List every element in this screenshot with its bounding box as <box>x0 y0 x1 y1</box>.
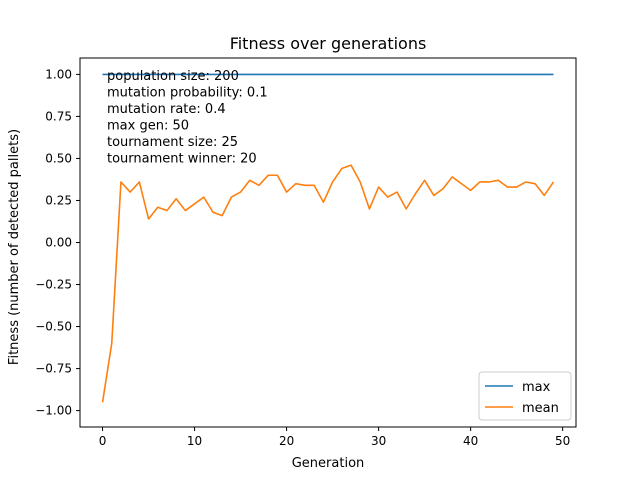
y-axis-label: Fitness (number of detected pallets) <box>7 129 22 365</box>
parameter-annotation: population size: 200 mutation probability… <box>107 69 268 167</box>
x-tick-label: 10 <box>187 434 202 448</box>
y-tick-label: 0.75 <box>45 109 72 123</box>
legend-label-mean: mean <box>522 401 559 416</box>
chart-title: Fitness over generations <box>230 34 427 53</box>
annotation-line: max gen: 50 <box>107 119 189 134</box>
legend: max mean <box>478 371 572 421</box>
axes-frame <box>79 57 577 428</box>
x-axis-ticks: 0 10 20 30 40 50 <box>99 427 570 448</box>
annotation-line: mutation rate: 0.4 <box>107 102 226 117</box>
x-tick-label: 20 <box>279 434 294 448</box>
series-line-mean <box>101 164 555 403</box>
annotation-line: tournament size: 25 <box>107 135 238 150</box>
y-axis-ticks: −1.00 −0.75 −0.50 −0.25 0.00 0.25 0.50 0.75 1.00 <box>35 67 80 418</box>
x-axis-label: Generation <box>292 456 365 471</box>
x-tick-label: 30 <box>371 434 386 448</box>
annotation-line: tournament winner: 20 <box>107 152 257 167</box>
y-tick-label: −0.75 <box>35 362 72 376</box>
y-tick-label: 0.00 <box>45 236 72 250</box>
y-tick-label: 0.50 <box>45 151 72 165</box>
annotation-line: population size: 200 <box>107 69 239 84</box>
legend-label-max: max <box>522 380 551 395</box>
legend-box <box>478 371 572 421</box>
plot-area <box>101 73 555 403</box>
y-tick-label: −0.25 <box>35 278 72 292</box>
x-tick-label: 40 <box>463 434 478 448</box>
y-tick-label: 0.25 <box>45 193 72 207</box>
x-tick-label: 0 <box>99 434 107 448</box>
y-tick-label: −1.00 <box>35 404 72 418</box>
y-tick-label: 1.00 <box>45 67 72 81</box>
annotation-line: mutation probability: 0.1 <box>107 86 268 101</box>
x-tick-label: 50 <box>555 434 570 448</box>
y-tick-label: −0.50 <box>35 320 72 334</box>
